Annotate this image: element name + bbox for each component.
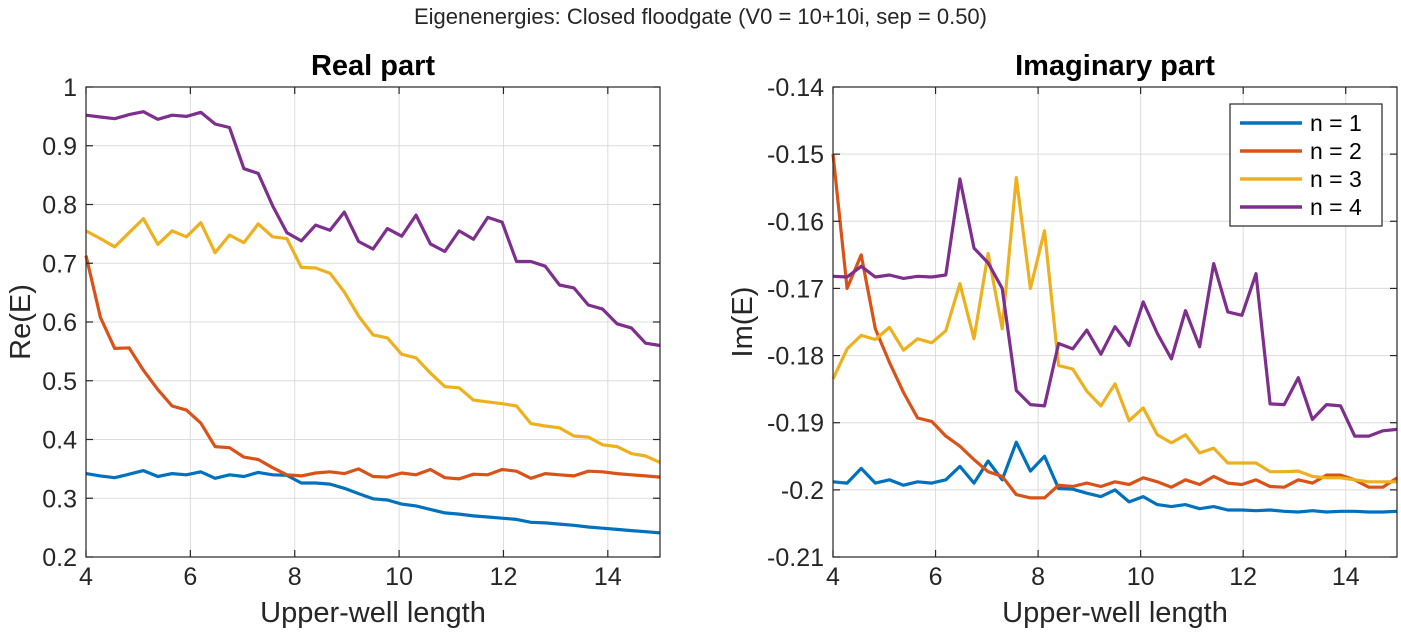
legend-label-n1: n = 1 xyxy=(1310,110,1362,136)
real-part-x-tick-label: 12 xyxy=(490,563,518,591)
real-part-y-tick-label: 0.7 xyxy=(42,250,77,278)
imaginary-part-series-line-n2 xyxy=(831,153,1398,500)
imaginary-part-y-tick-label: -0.18 xyxy=(767,343,824,371)
real-part-y-tick-label: 0.5 xyxy=(42,368,77,396)
legend: n = 1n = 2n = 3n = 4 xyxy=(1229,103,1383,227)
imaginary-part-x-tick-label: 10 xyxy=(1127,563,1155,591)
imaginary-part-y-tick-label: -0.14 xyxy=(767,74,824,102)
real-part-series-line-n3 xyxy=(85,217,661,464)
real-part-title: Real part xyxy=(311,50,435,82)
imaginary-part-series-line-n1 xyxy=(832,440,1398,514)
imaginary-part-x-axis-label: Upper-well length xyxy=(1002,597,1228,629)
real-part-y-tick-label: 0.9 xyxy=(42,133,77,161)
imaginary-part-y-axis-label: Im(E) xyxy=(727,287,759,358)
real-part-x-tick-label: 6 xyxy=(183,563,197,591)
imaginary-part-x-tick-label: 4 xyxy=(826,563,840,591)
imaginary-part-x-tick-label: 12 xyxy=(1229,563,1257,591)
real-part-series-line-n4 xyxy=(85,110,661,348)
real-part-series-line-n1 xyxy=(85,469,661,535)
imaginary-part-y-tick-label: -0.2 xyxy=(781,477,824,505)
imaginary-part-x-tick-label: 6 xyxy=(929,563,943,591)
real-part-panel: 4 6 8 10 12 14 0.2 0.3 0.4 0.5 0.6 0.7 0.8 0.9 1 Real p… xyxy=(5,50,661,629)
imaginary-part-x-tick-label: 8 xyxy=(1031,563,1045,591)
imaginary-part-y-tick-label: -0.19 xyxy=(767,410,824,438)
real-part-y-tick-label: 1 xyxy=(63,74,77,102)
imaginary-part-series-line-n4 xyxy=(832,177,1398,438)
real-part-x-tick-label: 4 xyxy=(79,563,93,591)
real-part-y-tick-label: 0.3 xyxy=(42,485,77,513)
imaginary-part-x-tick-label: 14 xyxy=(1332,563,1360,591)
real-part-x-tick-label: 14 xyxy=(594,563,622,591)
legend-label-n2: n = 2 xyxy=(1310,138,1362,164)
imaginary-part-y-tick-label: -0.15 xyxy=(767,141,824,169)
real-part-y-axis-label: Re(E) xyxy=(5,284,37,360)
imaginary-part-series-line-n3 xyxy=(831,176,1397,484)
imaginary-part-title: Imaginary part xyxy=(1015,50,1215,82)
real-part-y-tick-label: 0.8 xyxy=(42,192,77,220)
real-part-x-tick-label: 8 xyxy=(288,563,302,591)
real-part-y-tick-label: 0.2 xyxy=(42,544,77,572)
real-part-y-tick-label: 0.4 xyxy=(42,427,77,455)
imaginary-part-panel: 4 6 8 10 12 14 -0.21 -0.2 -0.19 -0.18 -0.17 -0.16 -0… xyxy=(727,50,1398,629)
real-part-y-tick-label: 0.6 xyxy=(42,309,77,337)
real-part-x-axis-label: Upper-well length xyxy=(260,597,486,629)
figure-suptitle: Eigenenergies: Closed floodgate (V0 = 10… xyxy=(413,4,987,29)
imaginary-part-axes-box xyxy=(832,86,1398,558)
imaginary-part-y-tick-label: -0.16 xyxy=(767,208,824,236)
legend-label-n3: n = 3 xyxy=(1310,166,1362,192)
real-part-x-tick-label: 10 xyxy=(385,563,413,591)
imaginary-part-y-tick-label: -0.17 xyxy=(767,275,824,303)
imaginary-part-y-tick-label: -0.21 xyxy=(767,544,824,572)
real-part-series-line-n2 xyxy=(84,255,661,481)
legend-label-n4: n = 4 xyxy=(1310,194,1362,220)
